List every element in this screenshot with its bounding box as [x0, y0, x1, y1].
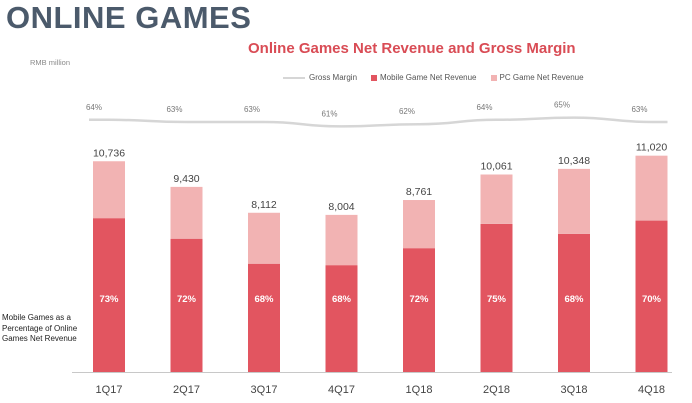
bar-mobile — [248, 263, 280, 372]
bar-pc — [325, 214, 358, 266]
bar-mobile — [93, 218, 125, 372]
total-label: 10,061 — [480, 161, 512, 173]
legend-line-swatch — [283, 76, 305, 79]
mobile-share-label: 73% — [99, 294, 119, 305]
x-tick-label: 3Q17 — [251, 384, 278, 396]
legend-label-pc: PC Game Net Revenue — [499, 73, 584, 82]
total-label: 10,736 — [93, 147, 125, 159]
gross-margin-label: 65% — [554, 101, 570, 110]
mobile-share-label: 72% — [177, 294, 197, 305]
total-label: 9,430 — [173, 173, 199, 185]
bar-mobile — [558, 233, 590, 372]
legend-item-mobile: Mobile Game Net Revenue — [371, 73, 477, 82]
x-tick-label: 2Q18 — [483, 384, 510, 396]
bar-pc — [170, 186, 203, 239]
bar-mobile — [403, 248, 435, 372]
bar-mobile — [480, 223, 513, 372]
x-tick-label: 2Q17 — [173, 384, 200, 396]
chart-title: Online Games Net Revenue and Gross Margi… — [248, 40, 576, 57]
page-title: ONLINE GAMES — [6, 0, 252, 35]
total-label: 8,761 — [406, 186, 432, 198]
legend-swatch-pc — [490, 74, 497, 81]
bar-pc — [248, 212, 280, 264]
mobile-share-label: 68% — [332, 294, 352, 305]
gross-margin-label: 64% — [476, 103, 492, 112]
bar-pc — [403, 200, 435, 249]
chart-legend: Gross Margin Mobile Game Net Revenue PC … — [283, 73, 598, 82]
mobile-share-label: 75% — [487, 294, 507, 305]
unit-note: RMB million — [30, 58, 71, 67]
bar-mobile — [170, 238, 203, 372]
total-label: 11,020 — [636, 142, 667, 154]
bar-pc — [635, 155, 668, 221]
x-tick-label: 4Q18 — [638, 384, 665, 396]
gross-margin-label: 61% — [321, 109, 337, 118]
bar-pc — [558, 168, 590, 234]
bar-mobile — [635, 220, 668, 372]
total-label: 10,348 — [558, 155, 590, 167]
gross-margin-label: 64% — [86, 103, 102, 112]
mobile-share-note: Mobile Games as a Percentage of Online G… — [2, 313, 78, 343]
gross-margin-label: 63% — [244, 105, 260, 114]
x-tick-label: 3Q18 — [561, 384, 588, 396]
legend-label-mobile: Mobile Game Net Revenue — [380, 73, 477, 82]
bar-mobile — [325, 265, 358, 372]
legend-item-pc: PC Game Net Revenue — [490, 73, 584, 82]
x-tick-label: 1Q17 — [96, 384, 123, 396]
mobile-share-label: 72% — [409, 294, 429, 305]
bar-pc — [480, 174, 513, 224]
mobile-share-label: 70% — [642, 294, 662, 305]
legend-item-gross-margin: Gross Margin — [283, 73, 357, 82]
gross-margin-line — [89, 116, 668, 128]
mobile-share-label: 68% — [564, 294, 584, 305]
x-tick-label: 1Q18 — [406, 384, 433, 396]
mobile-share-label: 68% — [254, 294, 274, 305]
x-tick-label: 4Q17 — [328, 384, 355, 396]
gross-margin-label: 63% — [166, 105, 182, 114]
total-label: 8,112 — [251, 199, 277, 211]
gross-margin-label: 63% — [631, 105, 647, 114]
total-label: 8,004 — [328, 201, 354, 213]
bar-pc — [93, 161, 125, 219]
legend-label-gross-margin: Gross Margin — [309, 73, 358, 82]
legend-swatch-mobile — [371, 74, 378, 81]
gross-margin-label: 62% — [399, 107, 415, 116]
